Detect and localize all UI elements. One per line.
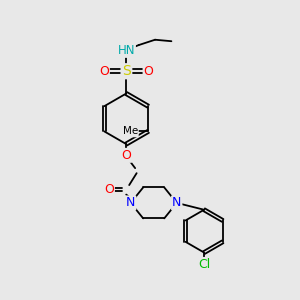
Text: O: O <box>144 65 154 78</box>
Text: O: O <box>99 65 109 78</box>
Text: N: N <box>126 196 135 209</box>
Text: N: N <box>172 196 182 209</box>
Text: S: S <box>122 64 130 78</box>
Text: HN: HN <box>118 44 135 57</box>
Text: Cl: Cl <box>198 258 210 271</box>
Text: Me: Me <box>123 126 138 136</box>
Text: O: O <box>104 183 114 196</box>
Text: O: O <box>121 149 131 162</box>
